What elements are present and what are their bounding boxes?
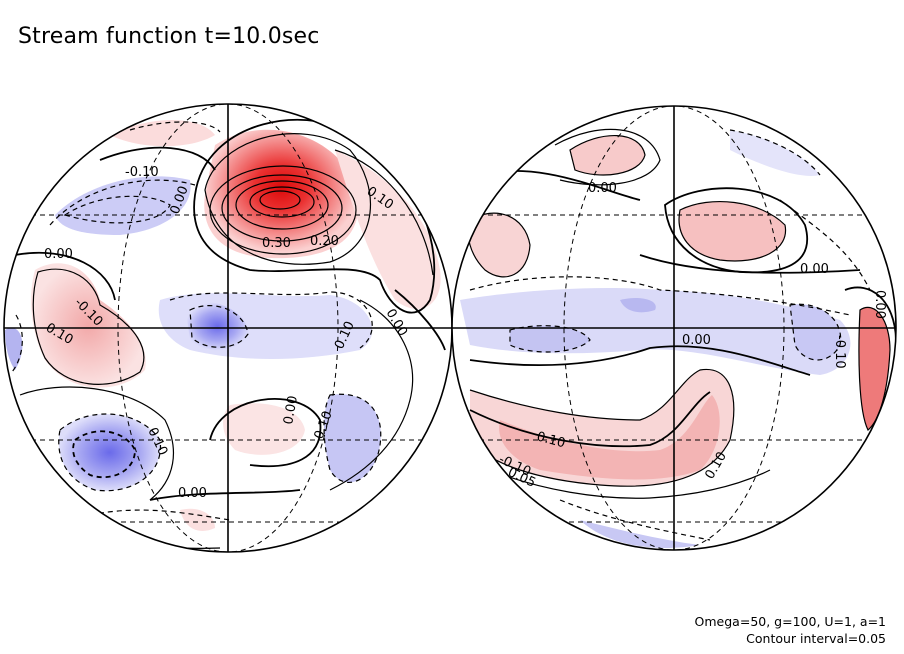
contour-label: 0.00 [682, 333, 711, 348]
contour-label: 0.10 [535, 429, 567, 451]
contour-label: -0.10 [125, 165, 159, 180]
contour-label: 0.00 [872, 290, 887, 319]
contour-label: -0.10 [832, 335, 847, 369]
contour-label: 0.00 [281, 395, 301, 426]
parameters-caption: Omega=50, g=100, U=1, a=1 [694, 614, 886, 629]
right-outline [451, 105, 897, 551]
contour-label: 0.00 [800, 262, 829, 277]
right-contour-labels: 0.00 0.00 0.00 0.00 -0.10 0.10 -0.10 0.1… [496, 181, 887, 491]
left-hemisphere: -0.10 0.00 0.10 0.00 -0.10 0.10 0.00 0.3… [3, 103, 453, 553]
left-shading [5, 120, 441, 531]
contour-label: 0.30 [262, 236, 291, 251]
contour-label: 0.00 [178, 486, 207, 501]
contour-label: 0.20 [310, 234, 339, 249]
contour-label: 0.00 [44, 247, 73, 262]
right-hemisphere: 0.00 0.00 0.00 0.00 -0.10 0.10 -0.10 0.1… [451, 105, 897, 551]
right-shading [460, 130, 890, 549]
contour-interval-caption: Contour interval=0.05 [746, 631, 886, 646]
figure-title: Stream function t=10.0sec [18, 24, 320, 49]
contour-label: 0.00 [588, 181, 617, 196]
